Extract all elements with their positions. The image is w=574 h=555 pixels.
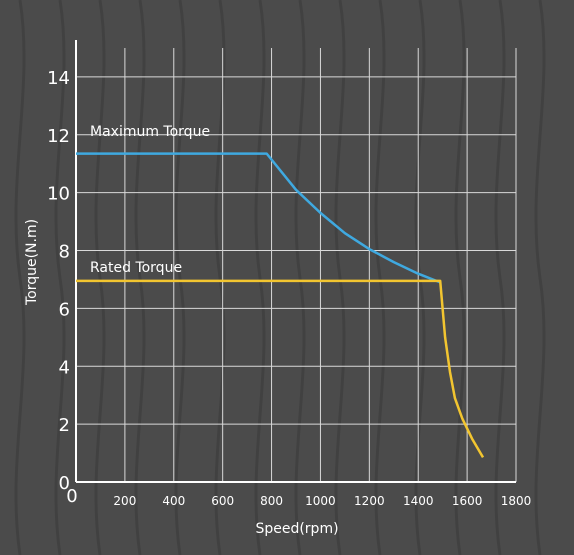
y-tick-label: 8 [59, 242, 70, 263]
y-tick-label: 2 [59, 415, 70, 436]
y-tick-label: 14 [47, 68, 70, 89]
x-tick-label: 400 [162, 494, 185, 508]
y-tick-label: 12 [47, 126, 70, 147]
x-axis-label: Speed(rpm) [255, 521, 338, 537]
series-label-rated-torque: Rated Torque [90, 260, 182, 276]
series-lines [76, 152, 485, 459]
x-tick-label: 200 [113, 494, 136, 508]
y-tick-label: 0 [59, 473, 70, 494]
y-tick-labels: 0 2 4 6 8 10 12 14 [47, 68, 70, 494]
x-tick-label: 1800 [501, 494, 532, 508]
x-tick-label: 1200 [354, 494, 385, 508]
series-line-maximum-torque [76, 152, 441, 284]
y-tick-label: 6 [59, 299, 70, 320]
y-axis-label: Torque(N.m) [24, 219, 40, 306]
x-tick-label: 1000 [305, 494, 336, 508]
x-tick-label: 1600 [452, 494, 483, 508]
x-tick-label: 600 [211, 494, 234, 508]
x-tick-label: 1400 [403, 494, 434, 508]
x-tick-labels: 0 200 400 600 800 1000 1200 1400 1600 1800 [66, 486, 531, 508]
x-tick-label: 0 [66, 486, 77, 507]
y-tick-label: 10 [47, 184, 70, 205]
series-label-maximum-torque: Maximum Torque [90, 124, 210, 140]
grid [76, 48, 517, 482]
axes [75, 40, 516, 483]
y-tick-label: 4 [59, 357, 70, 378]
x-tick-label: 800 [260, 494, 283, 508]
series-line-rated-torque [76, 279, 485, 459]
